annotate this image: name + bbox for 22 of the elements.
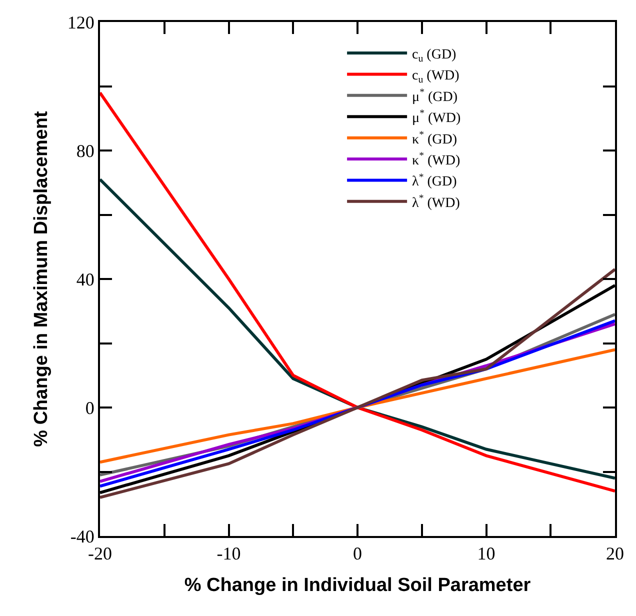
- line-series: [100, 348, 615, 464]
- x-axis-title: % Change in Individual Soil Parameter: [184, 574, 532, 596]
- x-tick-label: 0: [353, 544, 362, 564]
- x-tick-label: -20: [88, 544, 112, 564]
- legend-label: λ$^{*}$ (GD): [412, 172, 458, 190]
- x-tick-label: 20: [606, 544, 624, 564]
- legend-label: c$_{u}$ (WD): [412, 68, 460, 86]
- legend-label: c$_{u}$ (GD): [412, 47, 457, 64]
- x-tick-label: -10: [216, 544, 241, 564]
- line-series: [100, 91, 615, 493]
- y-tick-label: 120: [67, 12, 94, 32]
- legend-label: κ$^{*}$ (GD): [412, 129, 458, 148]
- legend-label: λ$^{*}$ (WD): [412, 193, 460, 211]
- x-tick-label: 10: [477, 544, 496, 564]
- y-axis-title: % Change in Maximum Displacement: [30, 110, 52, 447]
- y-tick-label: 40: [76, 269, 94, 290]
- legend-label: μ$^{*}$ (WD): [412, 108, 461, 126]
- y-tick-label: 0: [85, 398, 94, 418]
- y-tick-label: 80: [76, 140, 94, 161]
- legend-label: κ$^{*}$ (WD): [412, 150, 461, 168]
- y-tick-label: -40: [70, 526, 94, 546]
- legend-label: μ$^{*}$ (GD): [412, 87, 458, 105]
